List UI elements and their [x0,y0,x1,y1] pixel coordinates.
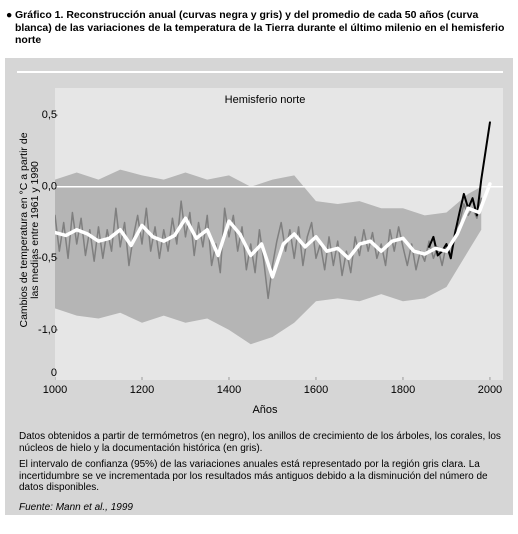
x-axis-label: Años [252,404,278,416]
y-tick-label: 0,5 [42,109,57,121]
caption: ● Gráfico 1. Reconstrucción anual (curvas… [6,9,510,47]
x-tick-label: 1400 [217,384,241,396]
x-tick-label: 1200 [130,384,154,396]
y-tick-label: 0,0 [42,181,57,193]
caption-text: Gráfico 1. Reconstrucción anual (curvas … [15,9,505,46]
bullet: ● [6,9,13,21]
series-line [55,182,492,279]
y-tick-label: -0,5 [38,252,57,264]
confidence-band [55,169,482,345]
y-tick-label: -1,0 [38,324,57,336]
chart-title: Hemisferio norte [225,94,306,106]
note: Datos obtenidos a partir de termómetros … [19,431,501,454]
x-tick-label: 1800 [391,384,415,396]
plot [55,114,503,380]
x-tick-label: 2000 [478,384,502,396]
origin-label: 0 [51,367,57,379]
chart-panel: Hemisferio norte Años 0 0,5 0,0 -0,5 -1,0 10… [5,58,513,515]
y-axis-label: las medias entre 1961 y 1990 [29,161,41,299]
x-tick-label: 1000 [43,384,67,396]
note: El intervalo de confianza (95%) de las v… [19,459,488,493]
y-axis-label: Cambios de temperatura en °C a partir de [18,132,30,327]
series-line [428,121,491,260]
source: Fuente: Mann et al., 1999 [19,502,133,513]
x-tick-label: 1600 [304,384,328,396]
